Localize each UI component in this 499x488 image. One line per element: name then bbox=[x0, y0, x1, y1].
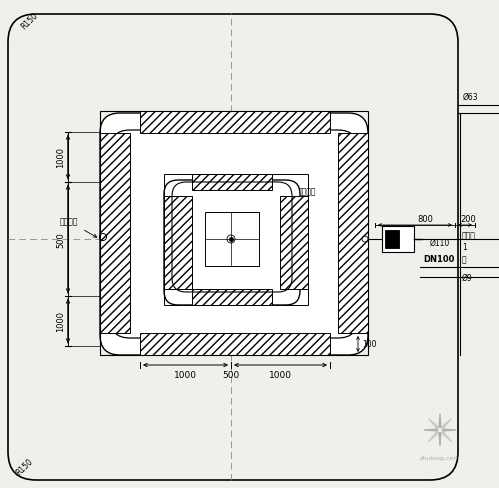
Bar bbox=[192, 289, 272, 305]
Bar bbox=[100, 134, 130, 333]
Text: Ø9: Ø9 bbox=[462, 273, 473, 282]
Text: R150: R150 bbox=[15, 456, 35, 476]
Text: 600: 600 bbox=[355, 235, 370, 244]
Text: 潜水泵: 潜水泵 bbox=[462, 231, 476, 240]
FancyBboxPatch shape bbox=[164, 181, 300, 305]
Bar bbox=[140, 333, 330, 355]
Polygon shape bbox=[439, 414, 441, 427]
Text: Ø63: Ø63 bbox=[463, 92, 479, 102]
Polygon shape bbox=[439, 433, 441, 446]
Text: 不锈钒护洿: 不锈钒护洿 bbox=[227, 199, 250, 208]
Polygon shape bbox=[443, 429, 456, 431]
Text: 1000: 1000 bbox=[174, 371, 197, 380]
Bar bbox=[338, 134, 368, 333]
Text: 200: 200 bbox=[460, 215, 476, 224]
Bar bbox=[164, 197, 192, 289]
Text: 800: 800 bbox=[417, 215, 433, 224]
Text: DN32: DN32 bbox=[105, 247, 131, 256]
Bar bbox=[140, 112, 330, 134]
Bar bbox=[100, 112, 368, 355]
Text: R150: R150 bbox=[20, 11, 40, 31]
Text: 1000: 1000 bbox=[269, 371, 292, 380]
Text: Ø110: Ø110 bbox=[430, 238, 450, 247]
FancyBboxPatch shape bbox=[8, 15, 458, 480]
Polygon shape bbox=[429, 431, 439, 442]
Text: 500: 500 bbox=[223, 371, 240, 380]
Text: 500: 500 bbox=[56, 232, 65, 247]
Polygon shape bbox=[424, 429, 437, 431]
FancyBboxPatch shape bbox=[100, 114, 368, 355]
Polygon shape bbox=[442, 419, 451, 429]
Text: 1000: 1000 bbox=[56, 147, 65, 168]
Text: 水: 水 bbox=[462, 255, 467, 264]
Bar bbox=[280, 197, 308, 289]
Text: 电线穿管: 电线穿管 bbox=[60, 217, 78, 226]
Text: 100: 100 bbox=[362, 340, 377, 349]
Text: 排水盖子: 排水盖子 bbox=[298, 187, 316, 196]
Text: 1000: 1000 bbox=[56, 311, 65, 332]
Bar bbox=[205, 213, 259, 266]
Text: 1: 1 bbox=[462, 243, 467, 252]
Bar bbox=[164, 175, 308, 305]
Bar bbox=[382, 226, 414, 252]
Text: zhulong.com: zhulong.com bbox=[420, 456, 460, 461]
Polygon shape bbox=[442, 431, 451, 442]
Bar bbox=[192, 175, 272, 191]
Polygon shape bbox=[429, 419, 439, 429]
Text: DN100: DN100 bbox=[423, 255, 455, 264]
Bar bbox=[385, 230, 399, 248]
